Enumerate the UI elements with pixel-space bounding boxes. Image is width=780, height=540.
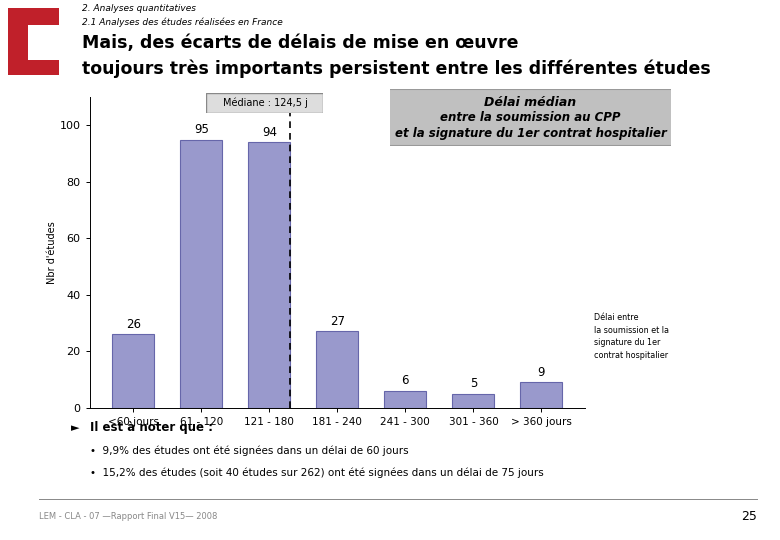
Text: 25: 25 bbox=[741, 510, 757, 523]
Bar bbox=[385, 391, 427, 408]
Text: •  15,2% des études (soit 40 études sur 262) ont été signées dans un délai de 75: • 15,2% des études (soit 40 études sur 2… bbox=[90, 468, 544, 478]
Text: Médiane : 124,5 j: Médiane : 124,5 j bbox=[222, 98, 307, 108]
Bar bbox=[520, 382, 562, 408]
FancyBboxPatch shape bbox=[207, 93, 324, 113]
Bar bbox=[8, 8, 28, 75]
Text: Mais, des écarts de délais de mise en œuvre: Mais, des écarts de délais de mise en œu… bbox=[82, 33, 519, 52]
Bar bbox=[8, 8, 59, 25]
Text: ►: ► bbox=[71, 423, 79, 433]
FancyBboxPatch shape bbox=[387, 89, 674, 146]
Text: et la signature du 1er contrat hospitalier: et la signature du 1er contrat hospitali… bbox=[395, 127, 666, 140]
Bar bbox=[8, 60, 59, 75]
Bar bbox=[248, 143, 290, 408]
Text: 95: 95 bbox=[194, 123, 209, 136]
Text: 27: 27 bbox=[330, 315, 345, 328]
Text: 26: 26 bbox=[126, 318, 141, 331]
Text: entre la soumission au CPP: entre la soumission au CPP bbox=[440, 111, 621, 124]
Text: 2.1 Analyses des études réalisées en France: 2.1 Analyses des études réalisées en Fra… bbox=[82, 17, 282, 26]
Text: Il est à noter que :: Il est à noter que : bbox=[90, 421, 213, 435]
Text: 2. Analyses quantitatives: 2. Analyses quantitatives bbox=[82, 4, 196, 13]
Text: 9: 9 bbox=[537, 366, 545, 379]
Text: Délai entre
la soumission et la
signature du 1er
contrat hospitalier: Délai entre la soumission et la signatur… bbox=[594, 313, 669, 360]
Text: 6: 6 bbox=[402, 374, 410, 387]
Text: Délai médian: Délai médian bbox=[484, 96, 576, 109]
Bar bbox=[112, 334, 154, 408]
Bar bbox=[452, 394, 495, 408]
Text: 5: 5 bbox=[470, 377, 477, 390]
Text: 94: 94 bbox=[262, 126, 277, 139]
Bar bbox=[180, 139, 222, 408]
Y-axis label: Nbr d'études: Nbr d'études bbox=[47, 221, 57, 284]
Text: LEM - CLA - 07 —Rapport Final V15— 2008: LEM - CLA - 07 —Rapport Final V15— 2008 bbox=[39, 512, 218, 521]
Text: toujours très importants persistent entre les différentes études: toujours très importants persistent entr… bbox=[82, 60, 711, 78]
Bar bbox=[316, 332, 359, 408]
Text: •  9,9% des études ont été signées dans un délai de 60 jours: • 9,9% des études ont été signées dans u… bbox=[90, 446, 409, 456]
